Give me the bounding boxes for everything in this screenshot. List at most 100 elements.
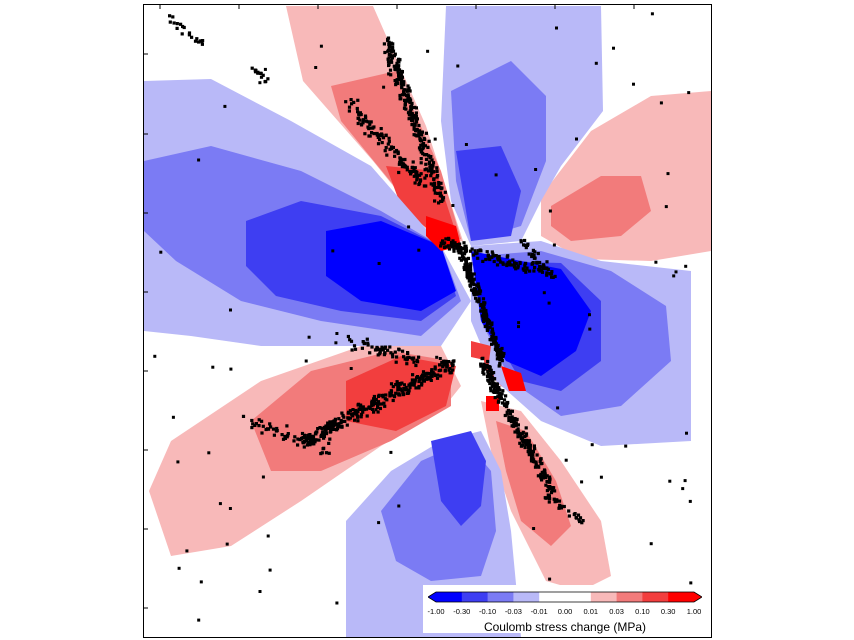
aftershock-point xyxy=(418,179,422,183)
aftershock-point xyxy=(481,370,485,374)
aftershock-point xyxy=(386,348,390,352)
aftershock-point xyxy=(433,191,437,195)
aftershock-point xyxy=(419,150,423,154)
aftershock-point xyxy=(493,388,497,392)
aftershock-point xyxy=(356,110,360,114)
aftershock-point xyxy=(574,515,578,520)
aftershock-point xyxy=(421,145,425,149)
aftershock-point xyxy=(413,105,417,109)
colorbar-tick-label: -0.10 xyxy=(479,607,497,616)
aftershock-point xyxy=(356,116,361,120)
aftershock-point xyxy=(314,66,318,69)
aftershock-point xyxy=(435,185,439,190)
aftershock-point xyxy=(517,325,520,329)
aftershock-point xyxy=(479,364,483,368)
aftershock-point xyxy=(258,71,263,75)
aftershock-point xyxy=(333,427,337,431)
aftershock-point xyxy=(415,375,420,379)
aftershock-point xyxy=(268,568,272,572)
aftershock-point xyxy=(364,407,369,411)
aftershock-point xyxy=(545,260,549,264)
aftershock-point xyxy=(475,290,479,294)
aftershock-point xyxy=(425,371,429,375)
aftershock-point xyxy=(537,465,541,469)
aftershock-point xyxy=(320,426,324,430)
aftershock-point xyxy=(552,243,556,247)
aftershock-point xyxy=(519,434,523,438)
aftershock-point xyxy=(490,379,494,383)
aftershock-point xyxy=(545,479,549,483)
aftershock-point xyxy=(477,297,481,301)
aftershock-point xyxy=(668,479,672,483)
aftershock-point xyxy=(383,404,387,408)
colorbar-cell xyxy=(565,592,592,602)
aftershock-point xyxy=(370,401,374,405)
aftershock-point xyxy=(489,368,493,372)
aftershock-point xyxy=(387,136,391,140)
aftershock-point xyxy=(341,413,345,418)
aftershock-point xyxy=(422,153,426,157)
aftershock-point xyxy=(478,248,482,252)
aftershock-point xyxy=(495,344,500,348)
aftershock-point xyxy=(521,440,525,444)
aftershock-point xyxy=(539,457,543,461)
aftershock-point xyxy=(359,112,363,117)
aftershock-point xyxy=(384,133,388,138)
aftershock-point xyxy=(400,389,404,393)
aftershock-point xyxy=(413,166,417,170)
aftershock-point xyxy=(384,393,388,397)
aftershock-point xyxy=(281,437,286,441)
aftershock-point xyxy=(533,447,537,451)
aftershock-point xyxy=(285,424,289,428)
aftershock-point xyxy=(496,400,500,404)
aftershock-point xyxy=(398,160,402,164)
aftershock-point xyxy=(548,485,552,489)
aftershock-point xyxy=(258,590,262,593)
aftershock-point xyxy=(402,90,406,94)
aftershock-point xyxy=(576,513,581,517)
aftershock-point xyxy=(418,131,422,135)
colorbar-arrow-right xyxy=(694,592,702,602)
aftershock-point xyxy=(458,256,462,260)
aftershock-point xyxy=(424,162,428,166)
aftershock-point xyxy=(377,402,381,406)
aftershock-point xyxy=(549,272,554,276)
aftershock-point xyxy=(269,425,273,429)
aftershock-point xyxy=(508,260,512,264)
aftershock-point xyxy=(349,367,353,370)
aftershock-point xyxy=(326,423,330,427)
aftershock-point xyxy=(478,289,482,293)
aftershock-point xyxy=(260,419,264,423)
aftershock-point xyxy=(526,440,530,445)
aftershock-point xyxy=(531,450,535,454)
aftershock-point xyxy=(400,70,404,74)
aftershock-point xyxy=(420,133,424,137)
aftershock-point xyxy=(417,376,421,380)
aftershock-point xyxy=(499,260,503,264)
aftershock-point xyxy=(393,154,397,158)
aftershock-point xyxy=(479,309,483,313)
aftershock-point xyxy=(654,260,658,264)
aftershock-point xyxy=(379,347,383,351)
aftershock-point xyxy=(534,168,538,171)
aftershock-point xyxy=(503,402,507,407)
aftershock-point xyxy=(405,362,409,366)
colorbar-legend: -1.00 -0.30 -0.10 -0.03 -0.01 0.00 0.01 0.03 0.1… xyxy=(423,585,707,634)
aftershock-point xyxy=(472,277,476,281)
aftershock-point xyxy=(556,406,560,410)
aftershock-point xyxy=(504,394,508,398)
aftershock-point xyxy=(544,483,548,487)
aftershock-point xyxy=(440,360,444,364)
aftershock-point xyxy=(407,225,411,229)
aftershock-point xyxy=(329,427,333,431)
aftershock-point xyxy=(464,260,468,264)
aftershock-point xyxy=(393,350,397,354)
aftershock-point xyxy=(427,169,431,173)
aftershock-point xyxy=(423,144,427,148)
aftershock-point xyxy=(448,371,452,375)
aftershock-point xyxy=(359,403,363,407)
aftershock-point xyxy=(175,22,179,26)
coulomb-stress-map xyxy=(144,5,711,637)
aftershock-point xyxy=(305,438,309,443)
aftershock-point xyxy=(394,148,399,153)
